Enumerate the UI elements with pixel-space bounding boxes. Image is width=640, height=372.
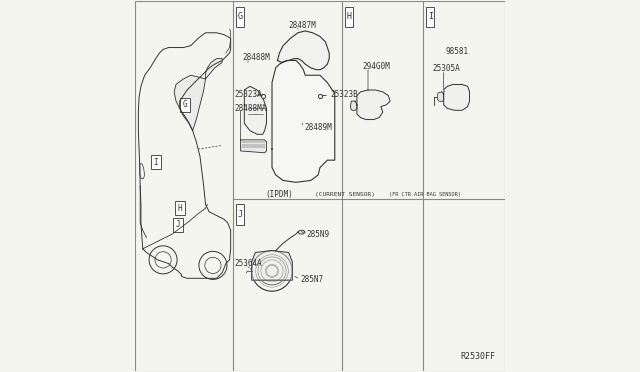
Polygon shape bbox=[174, 75, 205, 131]
Text: 25305A: 25305A bbox=[433, 64, 460, 73]
Polygon shape bbox=[140, 164, 145, 179]
Text: G: G bbox=[183, 100, 188, 109]
Text: 25364A: 25364A bbox=[234, 259, 262, 268]
Text: 25323B: 25323B bbox=[330, 90, 358, 99]
Text: 28488M: 28488M bbox=[243, 53, 271, 62]
Text: 285N9: 285N9 bbox=[307, 230, 330, 239]
Text: 25323A: 25323A bbox=[234, 90, 262, 99]
Text: G: G bbox=[237, 12, 243, 22]
Polygon shape bbox=[241, 140, 266, 153]
Text: J: J bbox=[237, 210, 243, 219]
Bar bbox=[150, 155, 161, 169]
Text: (IPDM): (IPDM) bbox=[266, 190, 293, 199]
Text: 28488MA: 28488MA bbox=[234, 104, 267, 113]
Text: 98581: 98581 bbox=[445, 47, 468, 56]
Bar bbox=[236, 205, 244, 225]
Polygon shape bbox=[437, 92, 444, 102]
Bar bbox=[175, 201, 185, 215]
Polygon shape bbox=[244, 86, 266, 134]
Text: J: J bbox=[175, 220, 180, 229]
Text: R2530FF: R2530FF bbox=[460, 352, 495, 361]
Text: 294G0M: 294G0M bbox=[362, 61, 390, 71]
Bar bbox=[426, 7, 435, 27]
Bar bbox=[180, 98, 191, 112]
Polygon shape bbox=[444, 84, 470, 110]
Polygon shape bbox=[252, 251, 292, 280]
Bar bbox=[236, 7, 244, 27]
Bar bbox=[345, 7, 353, 27]
Text: 28487M: 28487M bbox=[289, 21, 316, 30]
Polygon shape bbox=[272, 61, 335, 182]
Polygon shape bbox=[298, 230, 305, 234]
Text: (FR CTR AIR BAG SENSOR): (FR CTR AIR BAG SENSOR) bbox=[388, 192, 460, 197]
Text: 28489M: 28489M bbox=[305, 123, 332, 132]
Bar bbox=[173, 218, 183, 232]
Polygon shape bbox=[278, 31, 329, 70]
Polygon shape bbox=[357, 90, 390, 119]
Text: I: I bbox=[154, 157, 158, 167]
Text: (CURRENT SENSOR): (CURRENT SENSOR) bbox=[315, 192, 375, 197]
Polygon shape bbox=[205, 59, 222, 79]
Text: H: H bbox=[347, 12, 351, 22]
Text: 285N7: 285N7 bbox=[301, 275, 324, 283]
Text: H: H bbox=[177, 203, 182, 213]
Polygon shape bbox=[351, 101, 357, 110]
Text: I: I bbox=[428, 12, 433, 22]
